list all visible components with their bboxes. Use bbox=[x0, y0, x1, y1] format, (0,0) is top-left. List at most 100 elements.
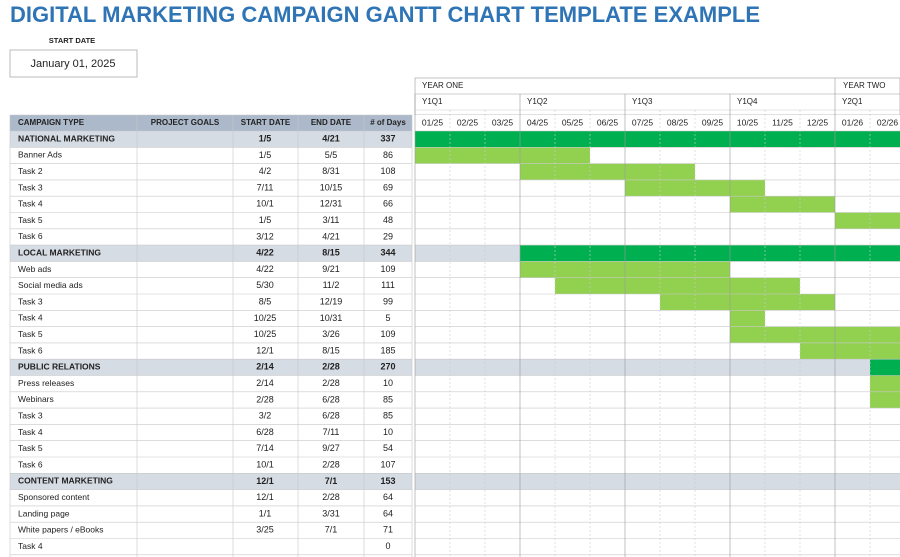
days: 10 bbox=[383, 427, 393, 437]
start-date: 12/1 bbox=[256, 476, 274, 486]
end-date: 2/28 bbox=[322, 362, 340, 372]
end-date: 2/28 bbox=[322, 460, 340, 470]
month-label: 02/25 bbox=[457, 117, 479, 127]
start-date: 2/14 bbox=[256, 362, 274, 372]
days: 64 bbox=[383, 508, 393, 518]
end-date: 3/26 bbox=[322, 329, 340, 339]
start-date: 3/25 bbox=[256, 525, 274, 535]
start-date: 6/28 bbox=[256, 427, 274, 437]
start-date: 4/22 bbox=[256, 264, 274, 274]
start-date: 1/5 bbox=[259, 215, 272, 225]
days: 185 bbox=[380, 345, 395, 355]
task-name: Landing page bbox=[18, 508, 70, 518]
group-name: LOCAL MARKETING bbox=[18, 248, 101, 258]
days: 85 bbox=[383, 411, 393, 421]
task-name: Task 5 bbox=[18, 329, 43, 339]
task-name: White papers / eBooks bbox=[18, 525, 104, 535]
gantt-header-bg bbox=[414, 77, 900, 116]
end-date: 5/5 bbox=[325, 150, 338, 160]
end-date: 7/11 bbox=[323, 427, 340, 437]
end-date: 9/21 bbox=[322, 264, 340, 274]
end-date: 11/2 bbox=[323, 280, 340, 290]
group-name: NATIONAL MARKETING bbox=[18, 133, 115, 143]
end-date: 8/15 bbox=[322, 248, 340, 258]
year-label: YEAR TWO bbox=[843, 81, 886, 90]
gantt-bar bbox=[835, 212, 900, 229]
end-date: 4/21 bbox=[322, 231, 340, 241]
task-name: Task 6 bbox=[18, 345, 43, 355]
days: 107 bbox=[380, 460, 395, 470]
gantt-bar bbox=[730, 196, 835, 213]
gantt-bar bbox=[415, 147, 590, 164]
start-date: 10/25 bbox=[254, 313, 277, 323]
task-name: Press releases bbox=[18, 378, 74, 388]
end-date: 3/31 bbox=[322, 508, 340, 518]
start-date-value: January 01, 2025 bbox=[30, 58, 115, 70]
task-name: Task 3 bbox=[18, 182, 43, 192]
task-name: Task 5 bbox=[18, 215, 43, 225]
gantt-bar bbox=[520, 163, 695, 180]
end-date: 2/28 bbox=[322, 492, 340, 502]
gantt-bar bbox=[870, 359, 900, 376]
group-row-bg bbox=[10, 245, 412, 262]
task-name: Task 4 bbox=[18, 541, 43, 551]
month-label: 07/25 bbox=[632, 117, 654, 127]
month-label: 06/25 bbox=[597, 117, 619, 127]
task-name: Webinars bbox=[18, 394, 54, 404]
start-date: 3/2 bbox=[259, 411, 272, 421]
column-header: CAMPAIGN TYPE bbox=[18, 118, 85, 127]
month-label: 01/26 bbox=[842, 117, 864, 127]
days: 69 bbox=[383, 182, 393, 192]
gantt-bar bbox=[870, 391, 900, 409]
start-date: 10/1 bbox=[256, 199, 274, 209]
task-name: Task 5 bbox=[18, 443, 43, 453]
task-name: Social media ads bbox=[18, 280, 83, 290]
task-name: Task 2 bbox=[18, 166, 43, 176]
end-date: 4/21 bbox=[322, 134, 340, 144]
start-date-label: START DATE bbox=[49, 36, 95, 45]
month-label: 02/26 bbox=[877, 117, 899, 127]
start-date: 3/12 bbox=[256, 231, 274, 241]
days: 86 bbox=[383, 150, 393, 160]
end-date: 6/28 bbox=[322, 411, 340, 421]
start-date: 1/5 bbox=[259, 134, 272, 144]
column-header: PROJECT GOALS bbox=[151, 118, 220, 127]
quarter-label: Y1Q3 bbox=[632, 97, 653, 106]
group-name: PUBLIC RELATIONS bbox=[18, 362, 101, 372]
task-name: Sponsored content bbox=[18, 492, 90, 502]
quarter-label: Y1Q1 bbox=[422, 97, 443, 106]
days: 85 bbox=[383, 394, 393, 404]
start-date: 5/30 bbox=[256, 280, 274, 290]
days: 99 bbox=[383, 297, 393, 307]
start-date: 2/28 bbox=[256, 394, 274, 404]
days: 109 bbox=[380, 264, 395, 274]
days: 109 bbox=[380, 329, 395, 339]
start-date: 1/1 bbox=[259, 508, 272, 518]
year-label: YEAR ONE bbox=[422, 81, 463, 90]
month-label: 08/25 bbox=[667, 117, 689, 127]
gantt-bar bbox=[730, 326, 900, 343]
days: 10 bbox=[383, 378, 393, 388]
task-name: Task 4 bbox=[18, 313, 43, 323]
month-header-bg bbox=[415, 115, 900, 131]
days: 5 bbox=[385, 313, 390, 323]
task-name: Web ads bbox=[18, 264, 51, 274]
task-name: Task 4 bbox=[18, 199, 43, 209]
start-date: 7/11 bbox=[257, 182, 274, 192]
column-header: END DATE bbox=[311, 118, 352, 127]
end-date: 10/31 bbox=[320, 313, 343, 323]
end-date: 7/1 bbox=[325, 476, 338, 486]
gantt-bar bbox=[730, 310, 765, 327]
days: 108 bbox=[380, 166, 395, 176]
month-label: 05/25 bbox=[562, 117, 584, 127]
month-label: 10/25 bbox=[737, 117, 759, 127]
month-label: 04/25 bbox=[527, 117, 549, 127]
quarter-label: Y1Q4 bbox=[737, 97, 758, 106]
quarter-label: Y2Q1 bbox=[842, 97, 863, 106]
days: 64 bbox=[383, 492, 393, 502]
end-date: 2/28 bbox=[322, 378, 340, 388]
gantt-bar bbox=[660, 294, 835, 311]
end-date: 6/28 bbox=[322, 394, 340, 404]
end-date: 8/15 bbox=[322, 345, 340, 355]
